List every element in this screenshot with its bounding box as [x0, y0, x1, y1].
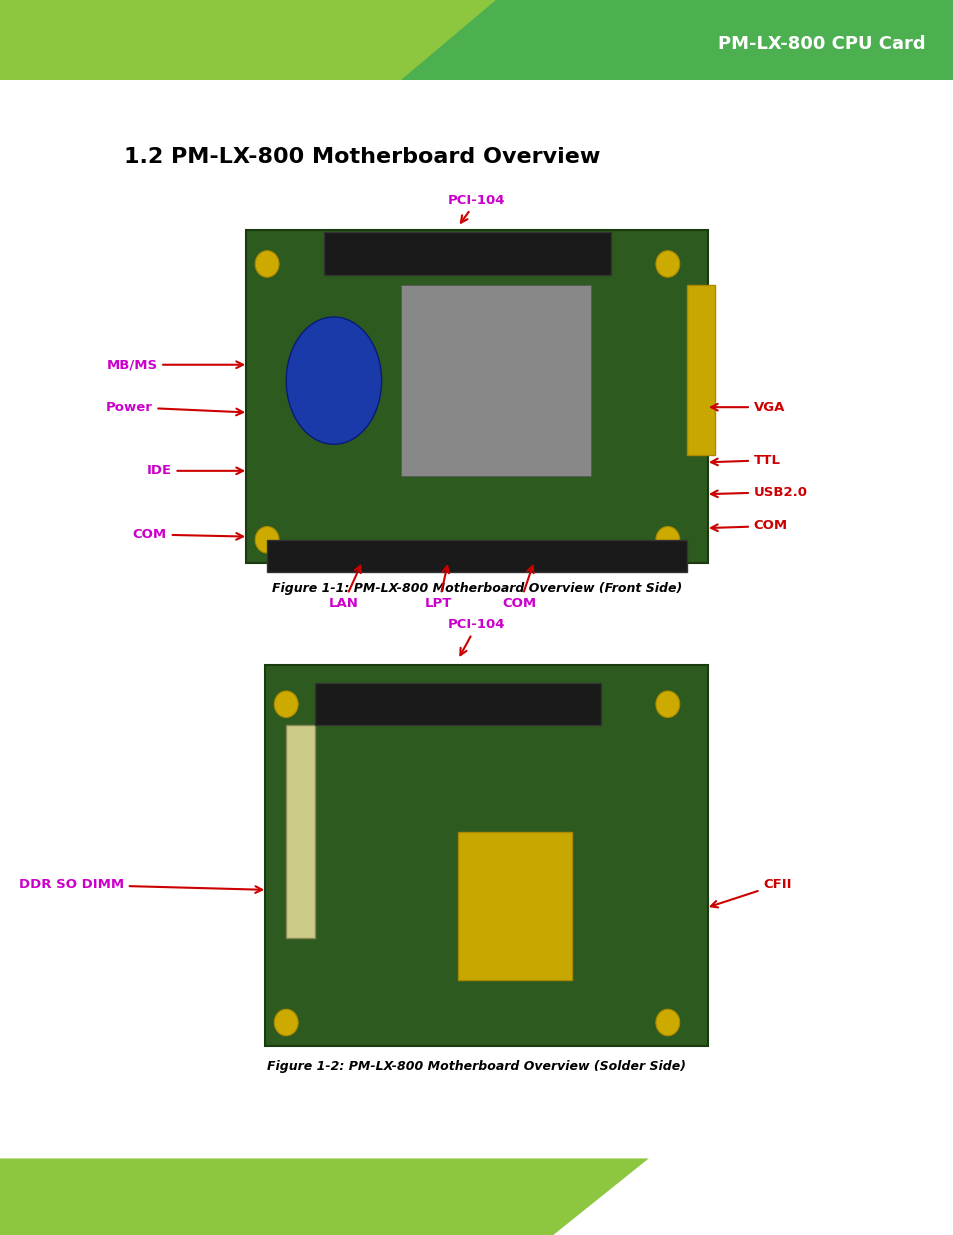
Text: Power: Power — [106, 400, 243, 415]
Text: Page 15: Page 15 — [843, 1192, 924, 1209]
Text: LPT: LPT — [425, 566, 452, 610]
FancyBboxPatch shape — [324, 232, 610, 274]
FancyBboxPatch shape — [686, 285, 715, 454]
Text: COM: COM — [502, 566, 537, 610]
Text: LAN: LAN — [328, 566, 360, 610]
Ellipse shape — [655, 526, 679, 553]
Text: PCI-104: PCI-104 — [448, 619, 505, 656]
Ellipse shape — [274, 690, 297, 718]
Text: DDR SO DIMM: DDR SO DIMM — [19, 878, 262, 893]
Text: VGA: VGA — [710, 400, 784, 414]
FancyBboxPatch shape — [246, 230, 707, 563]
Ellipse shape — [255, 526, 279, 553]
Ellipse shape — [274, 1009, 297, 1036]
Text: MB/MS: MB/MS — [106, 358, 243, 372]
FancyBboxPatch shape — [265, 664, 707, 1046]
Text: TTL: TTL — [710, 453, 780, 467]
Text: Figure 1-1: PM-LX-800 Motherboard Overview (Front Side): Figure 1-1: PM-LX-800 Motherboard Overvi… — [272, 582, 681, 595]
Ellipse shape — [655, 1009, 679, 1036]
Ellipse shape — [255, 251, 279, 277]
FancyBboxPatch shape — [314, 683, 600, 725]
Text: IDE: IDE — [147, 464, 243, 478]
Text: Figure 1-2: PM-LX-800 Motherboard Overview (Solder Side): Figure 1-2: PM-LX-800 Motherboard Overvi… — [267, 1060, 686, 1073]
FancyBboxPatch shape — [286, 725, 314, 937]
FancyBboxPatch shape — [0, 0, 524, 80]
Text: COM: COM — [710, 520, 787, 532]
Ellipse shape — [655, 690, 679, 718]
Text: CFII: CFII — [710, 878, 791, 908]
FancyBboxPatch shape — [267, 540, 686, 572]
Text: 1.2 PM-LX-800 Motherboard Overview: 1.2 PM-LX-800 Motherboard Overview — [124, 147, 599, 167]
Polygon shape — [400, 0, 953, 80]
FancyBboxPatch shape — [400, 285, 591, 477]
Ellipse shape — [655, 251, 679, 277]
Text: PM-LX-800 CPU Card: PM-LX-800 CPU Card — [717, 35, 924, 53]
Text: COM: COM — [132, 529, 243, 541]
Text: PCI-104: PCI-104 — [448, 194, 505, 222]
Polygon shape — [0, 1158, 648, 1235]
Ellipse shape — [286, 317, 381, 445]
FancyBboxPatch shape — [457, 831, 572, 981]
Text: USB2.0: USB2.0 — [710, 485, 807, 499]
